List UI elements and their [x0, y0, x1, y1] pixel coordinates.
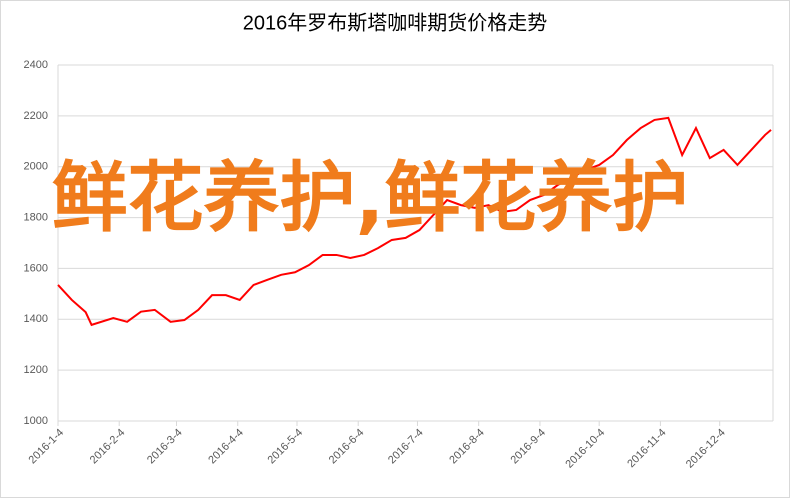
y-tick-label: 1200: [24, 364, 48, 376]
watermark: 鲜花养护,鲜花养护: [51, 153, 689, 242]
y-tick-label: 1400: [24, 313, 48, 325]
price-line: [57, 116, 772, 327]
chart-title: 2016年罗布斯塔咖啡期货价格走势: [243, 11, 548, 34]
y-tick-label: 1600: [24, 262, 48, 274]
y-tick-label: 2200: [24, 110, 48, 122]
y-tick-label: 1000: [24, 415, 48, 427]
y-tick-label: 2000: [24, 161, 48, 173]
y-tick-label: 1800: [24, 211, 48, 223]
y-tick-label: 2400: [24, 59, 48, 71]
